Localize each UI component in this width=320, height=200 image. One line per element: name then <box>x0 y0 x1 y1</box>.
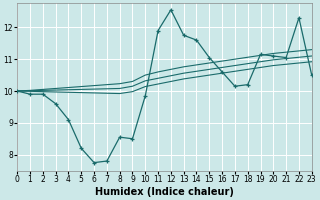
X-axis label: Humidex (Indice chaleur): Humidex (Indice chaleur) <box>95 187 234 197</box>
